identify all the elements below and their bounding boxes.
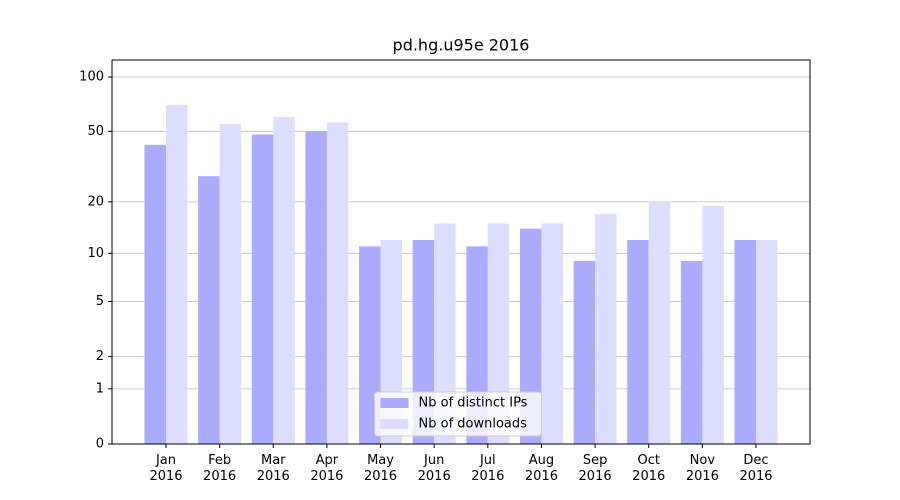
plot-frame: [111, 59, 811, 445]
bar: [144, 144, 166, 444]
bar: [487, 223, 510, 444]
bar: [595, 214, 617, 444]
y-tick-label: 0: [96, 437, 104, 452]
bar: [756, 240, 778, 444]
y-tick-label: 20: [87, 194, 104, 209]
legend: Nb of distinct IPs Nb of downloads: [374, 391, 542, 437]
legend-swatch: [380, 398, 409, 408]
y-tick-label: 10: [87, 246, 104, 261]
bar: [702, 205, 724, 444]
bar: [519, 228, 542, 444]
bar: [219, 123, 242, 445]
bar: [251, 134, 274, 444]
y-tick-label: 100: [79, 69, 104, 84]
bar: [166, 104, 188, 444]
legend-frame: [374, 391, 542, 437]
bar: [627, 240, 649, 444]
chart-title: pd.hg.u95e 2016: [393, 36, 530, 55]
x-tick-label: Jun 2016: [417, 453, 451, 484]
x-tick-label: Aug 2016: [524, 453, 558, 484]
x-tick-label: May 2016: [363, 453, 398, 484]
legend-label: Nb of distinct IPs: [419, 396, 528, 411]
bar: [305, 131, 327, 445]
x-tick-label: Sep 2016: [578, 453, 612, 484]
bar: [648, 201, 671, 444]
bar: [326, 122, 349, 444]
x-tick-label: Jul 2016: [471, 453, 505, 484]
x-tick-label: Jan 2016: [149, 453, 183, 484]
bar: [734, 240, 756, 444]
bar: [573, 260, 596, 444]
bar: [273, 117, 295, 444]
bar: [541, 223, 563, 444]
y-tick-label: 5: [96, 294, 104, 309]
x-tick-label: Dec 2016: [739, 453, 773, 484]
bar: [198, 176, 220, 444]
x-tick-label: Mar 2016: [256, 453, 290, 484]
legend-label: Nb of downloads: [419, 417, 528, 432]
bar: [434, 223, 456, 444]
y-tick-label: 2: [96, 349, 104, 364]
y-tick-label: 1: [96, 381, 104, 396]
y-tick-label: 50: [87, 124, 104, 139]
bar: [680, 260, 703, 444]
x-tick-label: Feb 2016: [203, 453, 237, 484]
legend-swatch: [380, 419, 409, 429]
x-tick-label: Apr 2016: [310, 453, 344, 484]
x-tick-label: Oct 2016: [632, 453, 666, 484]
x-tick-label: Nov 2016: [685, 453, 719, 484]
